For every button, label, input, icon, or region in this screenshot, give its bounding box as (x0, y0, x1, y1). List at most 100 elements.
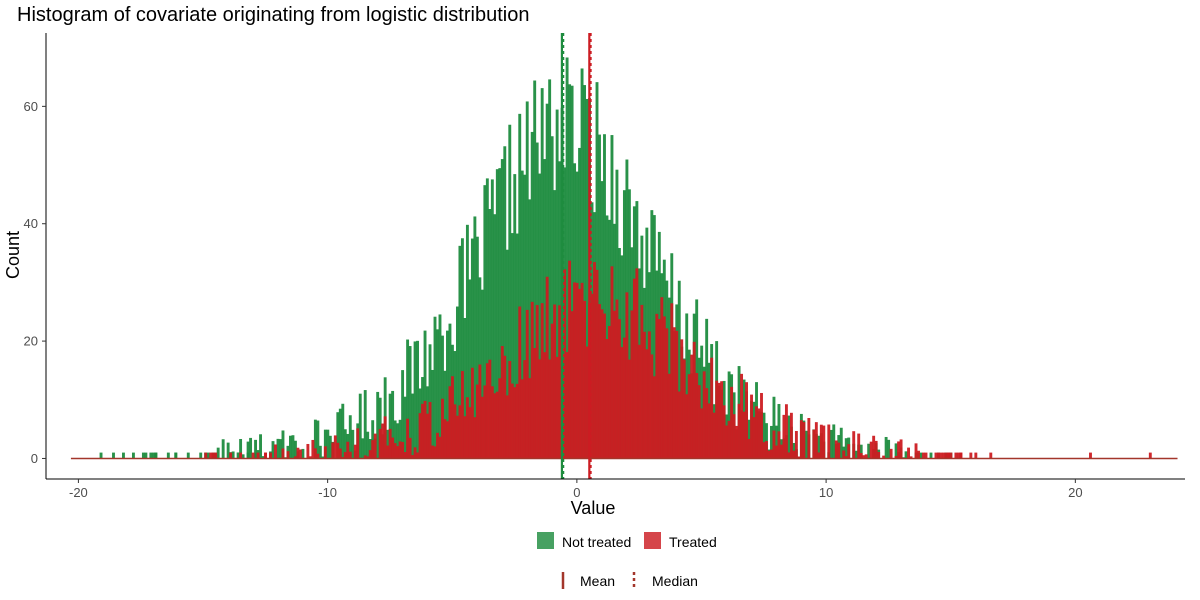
histogram-bar (503, 146, 507, 459)
histogram-bar (575, 282, 579, 459)
histogram-bar (650, 210, 654, 459)
histogram-bar (391, 390, 395, 459)
histogram-bar (495, 391, 499, 459)
histogram-bar (515, 383, 519, 459)
histogram-bar (381, 423, 385, 459)
histogram-bar (371, 420, 375, 459)
histogram-bar (313, 448, 317, 459)
histogram-bar (428, 344, 432, 459)
y-tick-label: 20 (24, 334, 38, 349)
histogram-bar (438, 314, 442, 459)
histogram-bar (685, 313, 689, 459)
histogram-bar (919, 452, 923, 459)
histogram-bar (558, 305, 562, 459)
histogram-bar (154, 452, 158, 459)
histogram-bar (239, 438, 243, 459)
histogram-bar (837, 442, 841, 459)
histogram-bar (540, 303, 544, 459)
histogram-bar (396, 423, 400, 459)
histogram-bar (443, 370, 447, 459)
histogram-bar (174, 452, 178, 459)
histogram-bar (393, 443, 397, 459)
histogram-bar (737, 403, 741, 459)
histogram-bar (475, 236, 479, 459)
histogram-bar (383, 416, 387, 459)
histogram-bar (378, 428, 382, 459)
histogram-bar (495, 169, 499, 459)
histogram-bar (493, 214, 497, 459)
histogram-bar (732, 414, 736, 459)
histogram-bar (909, 456, 913, 459)
histogram-bar (368, 450, 372, 459)
histogram-bar (625, 292, 629, 459)
histogram-bar (765, 441, 768, 459)
histogram-bar (627, 189, 631, 459)
histogram-bar (540, 88, 544, 459)
histogram-bar (231, 451, 235, 459)
histogram-bar (667, 373, 671, 459)
histogram-bar (789, 412, 793, 459)
histogram-bar (784, 404, 788, 459)
histogram-bar (752, 417, 756, 459)
histogram-bar (408, 346, 412, 459)
histogram-bar (336, 442, 340, 459)
histogram-bar (949, 452, 953, 459)
histogram-bar (613, 310, 616, 459)
histogram-bar (1089, 452, 1092, 459)
histogram-bar (894, 443, 898, 459)
histogram-bar (677, 280, 681, 459)
histogram-bar (568, 260, 572, 459)
histogram-bar (388, 428, 392, 459)
histogram-bar (595, 269, 599, 459)
histogram-bar (600, 309, 604, 459)
histogram-bar (555, 109, 559, 459)
histogram-bar (528, 378, 532, 459)
histogram-bar (500, 159, 504, 459)
histogram-bar (917, 450, 920, 459)
histogram-bar (441, 398, 444, 459)
histogram-bar (229, 452, 233, 459)
histogram-bar (662, 316, 666, 459)
histogram-bar (523, 174, 527, 459)
histogram-bar (941, 452, 945, 459)
histogram-bar (470, 367, 474, 459)
histogram-bar (877, 451, 881, 459)
histogram-bar (465, 224, 469, 459)
histogram-bar (937, 452, 940, 459)
histogram-bar (336, 412, 340, 459)
histogram-bar (398, 441, 402, 459)
histogram-bar (505, 395, 509, 459)
histogram-bar (518, 306, 522, 459)
histogram-bar (411, 393, 415, 459)
histogram-bar (386, 445, 390, 459)
histogram-bar (720, 381, 724, 459)
histogram-bar (630, 310, 634, 459)
histogram-bar (271, 441, 275, 459)
histogram-bar (401, 441, 405, 459)
histogram-bar (548, 359, 552, 459)
series-treated (204, 260, 1152, 459)
histogram-bar (802, 422, 806, 459)
histogram-bar (747, 438, 751, 459)
y-axis-title: Count (3, 231, 23, 279)
histogram-bar (635, 268, 639, 459)
histogram-bar (924, 452, 928, 459)
histogram-bar (306, 443, 310, 459)
histogram-bar (864, 454, 868, 459)
histogram-bar (520, 170, 524, 459)
histogram-bar (204, 452, 208, 459)
histogram-bar (436, 329, 439, 459)
histogram-bar (458, 245, 462, 459)
histogram-bar (622, 337, 626, 459)
histogram-bar (715, 380, 719, 459)
histogram-bar (515, 233, 519, 459)
legend-lines: Mean Median (561, 572, 698, 589)
histogram-bar (401, 370, 405, 459)
histogram-bar (687, 374, 691, 459)
histogram-bar (289, 435, 292, 459)
histogram-bar (590, 293, 594, 459)
histogram-bar (722, 405, 726, 459)
histogram-bar (632, 278, 636, 459)
histogram-bar (488, 209, 492, 459)
histogram-bar (859, 453, 863, 459)
